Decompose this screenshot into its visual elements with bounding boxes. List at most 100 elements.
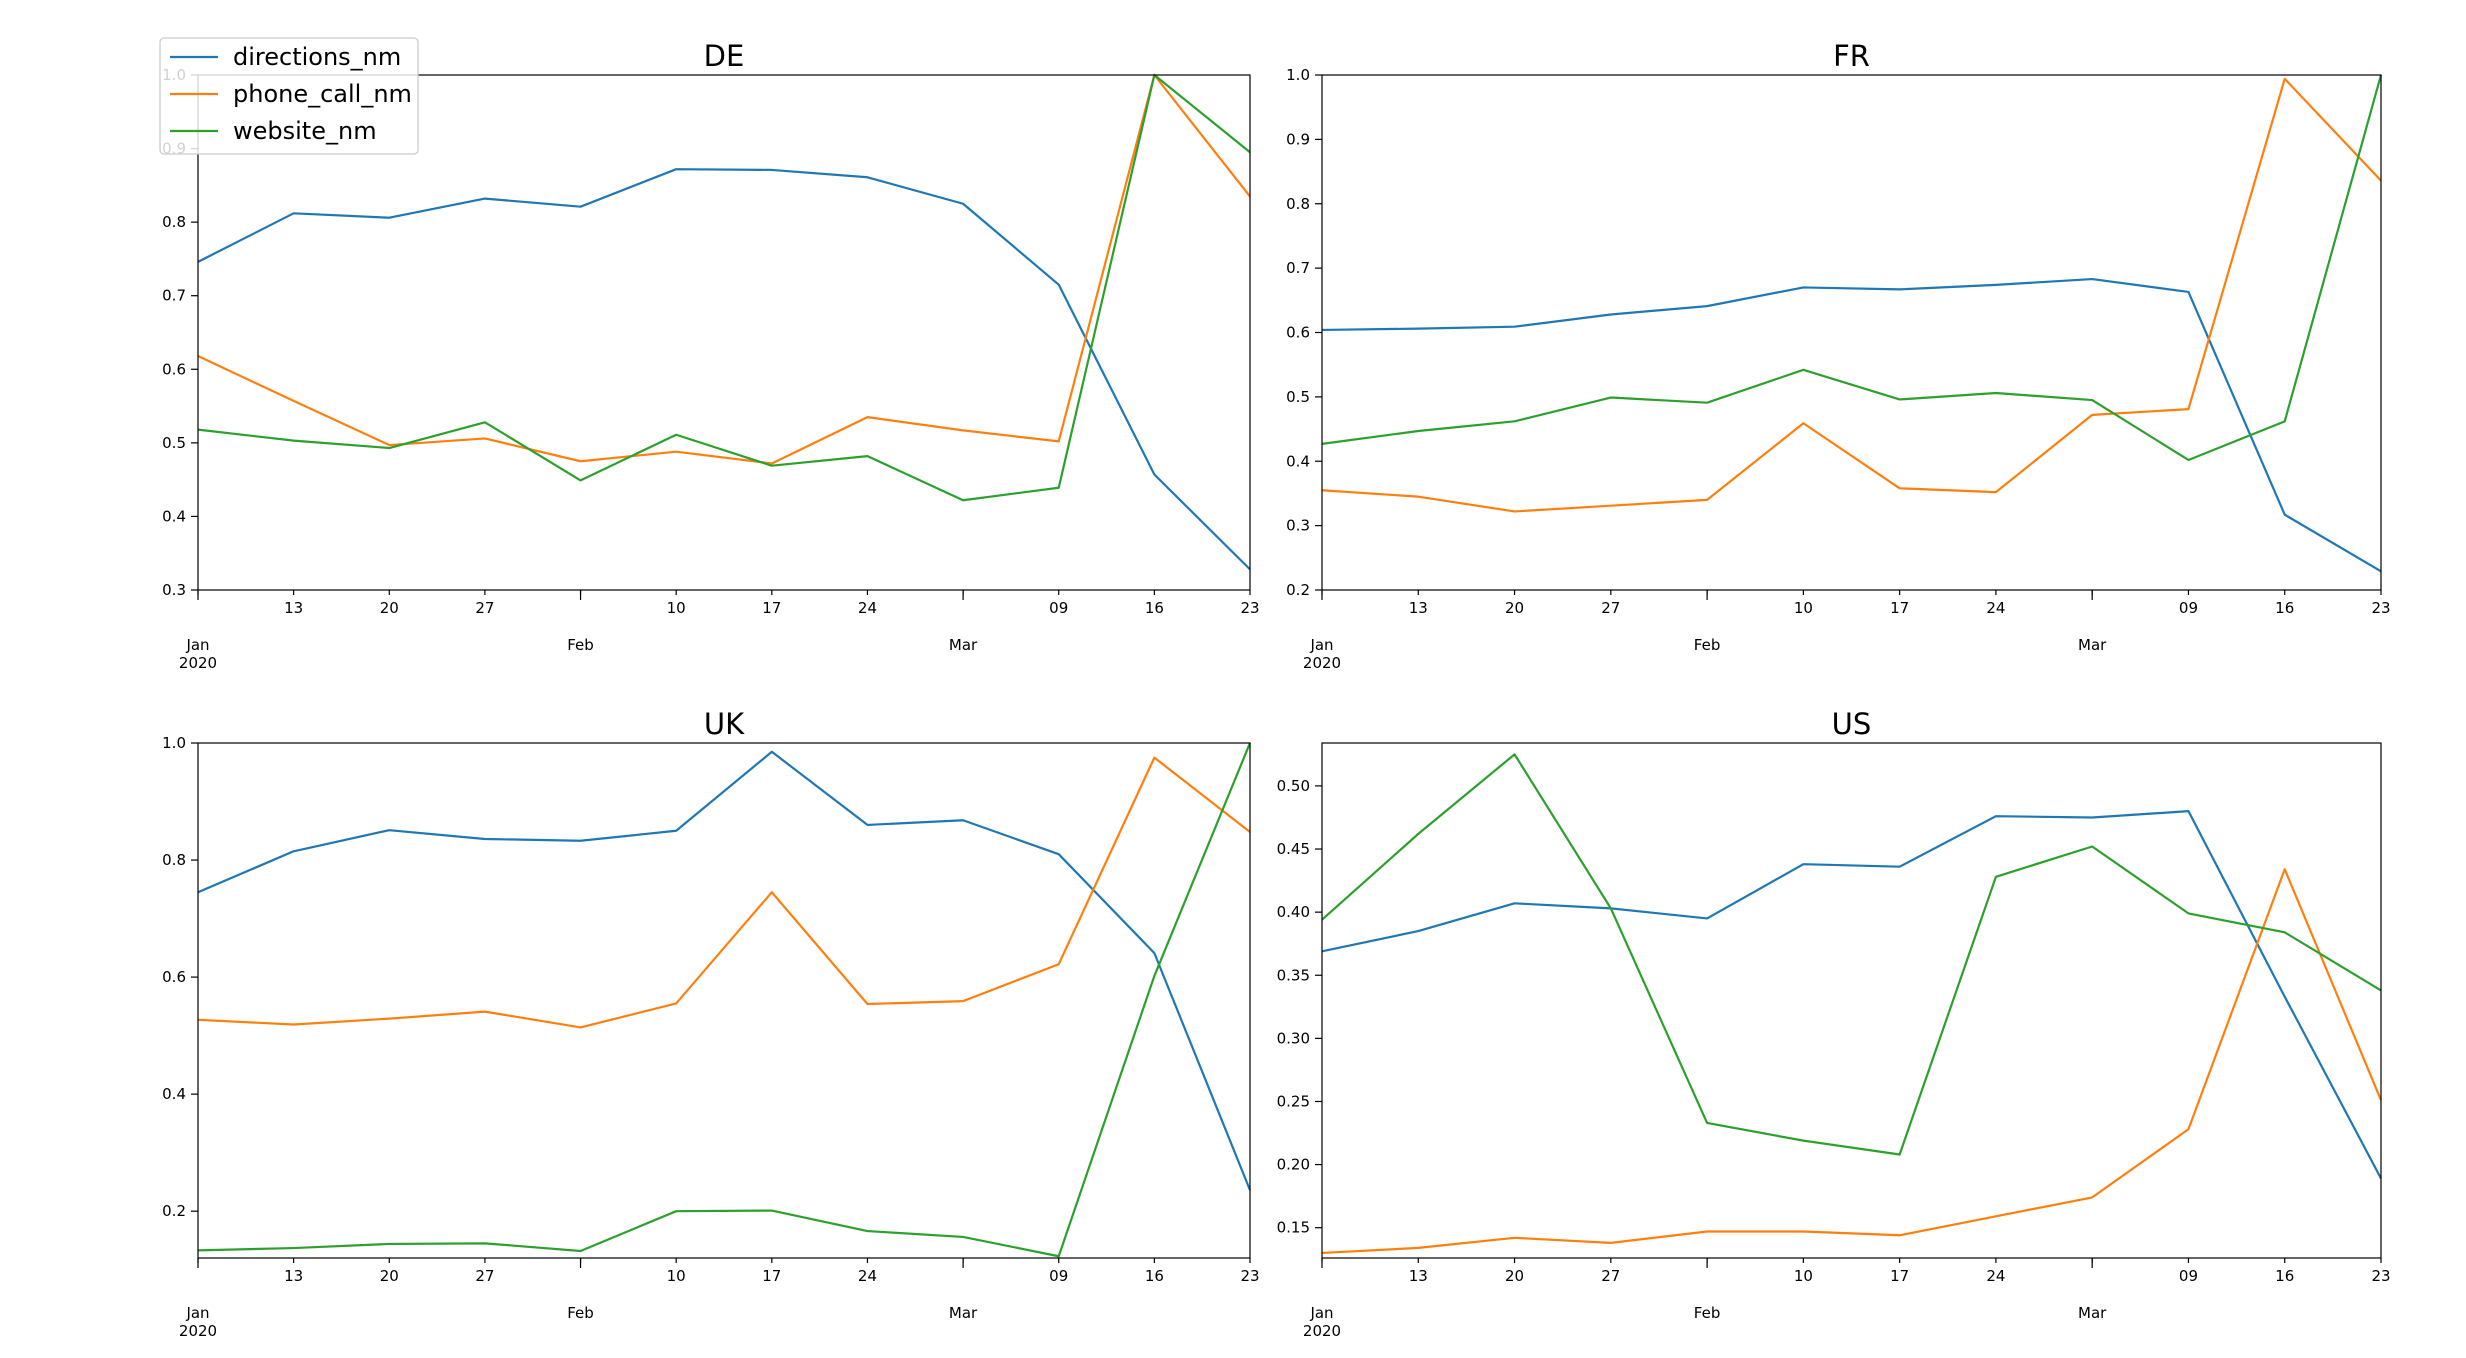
chart-us-ytick-label: 0.40 bbox=[1277, 903, 1310, 921]
chart-de-xtick-label: 23 bbox=[1240, 599, 1259, 617]
chart-de-xtick-label: 13 bbox=[284, 599, 303, 617]
chart-de-xtick-major-label: Feb bbox=[567, 636, 594, 654]
chart-uk-xtick-major-label: Mar bbox=[949, 1304, 978, 1322]
chart-us-xtick-year-label: 2020 bbox=[1303, 1322, 1341, 1340]
chart-fr-xtick-label: 09 bbox=[2179, 599, 2198, 617]
chart-uk-xtick-label: 20 bbox=[380, 1267, 399, 1285]
chart-de-ytick-label: 0.6 bbox=[162, 360, 186, 378]
chart-de-ytick-label: 0.4 bbox=[162, 507, 186, 525]
chart-us-xtick-label: 20 bbox=[1505, 1267, 1524, 1285]
chart-fr-xtick-year-label: 2020 bbox=[1303, 654, 1341, 672]
chart-de-xtick-label: 17 bbox=[762, 599, 781, 617]
chart-de-ytick-label: 0.8 bbox=[162, 213, 186, 231]
chart-us-ytick-label: 0.30 bbox=[1277, 1029, 1310, 1047]
chart-uk-ytick-label: 1.0 bbox=[162, 734, 186, 752]
chart-de-xtick-year-label: 2020 bbox=[179, 654, 217, 672]
chart-us-xtick-label: 23 bbox=[2371, 1267, 2390, 1285]
chart-fr-xtick-major-label: Jan bbox=[1309, 636, 1333, 654]
chart-us-ytick-label: 0.45 bbox=[1277, 840, 1310, 858]
chart-de-ytick-label: 0.5 bbox=[162, 434, 186, 452]
chart-de-title: DE bbox=[704, 39, 745, 73]
chart-fr-ytick-label: 0.7 bbox=[1286, 259, 1310, 277]
chart-fr-ytick-label: 0.2 bbox=[1286, 581, 1310, 599]
chart-fr-xtick-label: 10 bbox=[1794, 599, 1813, 617]
chart-fr-xtick-label: 23 bbox=[2371, 599, 2390, 617]
chart-fr-xtick-major-label: Mar bbox=[2078, 636, 2107, 654]
chart-de-xtick-major-label: Mar bbox=[949, 636, 978, 654]
chart-uk-xtick-label: 17 bbox=[762, 1267, 781, 1285]
chart-fr-xtick-label: 27 bbox=[1601, 599, 1620, 617]
chart-us-ytick-label: 0.20 bbox=[1277, 1156, 1310, 1174]
chart-fr-ytick-label: 0.3 bbox=[1286, 517, 1310, 535]
chart-us-xtick-label: 16 bbox=[2275, 1267, 2294, 1285]
chart-uk-xtick-label: 16 bbox=[1145, 1267, 1164, 1285]
chart-fr-ytick-label: 0.8 bbox=[1286, 195, 1310, 213]
chart-fr: FR 0.2 0.3 0.4 0.5 0.6 0.7 0.8 0.9 1.0 13 20 27 10 17 2… bbox=[1286, 39, 2390, 672]
chart-de-xtick-label: 20 bbox=[380, 599, 399, 617]
chart-fr-ytick-label: 0.5 bbox=[1286, 388, 1310, 406]
chart-fr-ytick-label: 0.6 bbox=[1286, 324, 1310, 342]
chart-uk-xtick-label: 10 bbox=[667, 1267, 686, 1285]
chart-fr-series-directions-nm bbox=[1321, 277, 2382, 573]
chart-us: US 0.15 0.20 0.25 0.30 0.35 0.40 0.45 0.50 13 20 27… bbox=[1277, 707, 2391, 1340]
chart-uk-xtick-major-label: Jan bbox=[185, 1304, 209, 1322]
chart-us-ytick-label: 0.25 bbox=[1277, 1092, 1310, 1110]
chart-uk-ytick-label: 0.2 bbox=[162, 1202, 186, 1220]
chart-de-ytick-label: 0.7 bbox=[162, 287, 186, 305]
chart-de-xtick-label: 09 bbox=[1049, 599, 1068, 617]
chart-uk-ytick-label: 0.4 bbox=[162, 1085, 186, 1103]
chart-fr-xtick-label: 24 bbox=[1986, 599, 2005, 617]
chart-us-plot-frame bbox=[1321, 742, 2382, 1259]
chart-us-series-phone-call-nm bbox=[1321, 868, 2383, 1255]
chart-fr-xtick-major-label: Feb bbox=[1694, 636, 1721, 654]
chart-uk-xtick-major-label: Feb bbox=[567, 1304, 594, 1322]
chart-de-series-phone-call-nm bbox=[197, 73, 1251, 465]
chart-fr-ytick-label: 1.0 bbox=[1286, 66, 1310, 84]
chart-uk-xtick-label: 13 bbox=[284, 1267, 303, 1285]
chart-uk-ytick-label: 0.8 bbox=[162, 851, 186, 869]
chart-uk-xtick-label: 23 bbox=[1240, 1267, 1259, 1285]
chart-uk-xtick-year-label: 2020 bbox=[179, 1322, 217, 1340]
chart-uk-series-phone-call-nm bbox=[197, 756, 1251, 1029]
chart-us-ytick-label: 0.15 bbox=[1277, 1219, 1310, 1237]
chart-us-series-directions-nm bbox=[1321, 810, 2382, 1179]
chart-de-xtick-major-label: Jan bbox=[185, 636, 209, 654]
chart-fr-xtick-label: 17 bbox=[1890, 599, 1909, 617]
chart-de-series-directions-nm bbox=[197, 168, 1251, 571]
chart-us-series-website-nm bbox=[1321, 753, 2382, 1156]
chart-uk-xtick-label: 24 bbox=[858, 1267, 877, 1285]
chart-us-xtick-label: 17 bbox=[1890, 1267, 1909, 1285]
legend-label-phone-call-nm: phone_call_nm bbox=[233, 80, 412, 108]
chart-fr-title: FR bbox=[1833, 39, 1870, 73]
chart-de-xtick-label: 16 bbox=[1145, 599, 1164, 617]
chart-fr-xtick-label: 20 bbox=[1505, 599, 1524, 617]
chart-de-plot-frame bbox=[197, 74, 1251, 591]
chart-us-xtick-label: 13 bbox=[1409, 1267, 1428, 1285]
chart-us-xtick-label: 27 bbox=[1601, 1267, 1620, 1285]
chart-de-xtick-label: 10 bbox=[667, 599, 686, 617]
chart-fr-series-phone-call-nm bbox=[1321, 77, 2382, 513]
chart-us-ytick-label: 0.35 bbox=[1277, 966, 1310, 984]
chart-de-series-website-nm bbox=[197, 73, 1251, 502]
chart-de-xtick-label: 24 bbox=[858, 599, 877, 617]
chart-us-xtick-label: 24 bbox=[1986, 1267, 2005, 1285]
chart-uk-title: UK bbox=[704, 707, 745, 741]
legend-label-directions-nm: directions_nm bbox=[233, 43, 401, 71]
chart-us-title: US bbox=[1832, 707, 1872, 741]
chart-us-xtick-major-label: Jan bbox=[1309, 1304, 1333, 1322]
chart-fr-series-website-nm bbox=[1321, 74, 2383, 462]
chart-uk-plot-frame bbox=[197, 742, 1251, 1259]
chart-uk-xtick-label: 09 bbox=[1049, 1267, 1068, 1285]
legend-label-website-nm: website_nm bbox=[233, 117, 377, 145]
chart-uk: UK 0.2 0.4 0.6 0.8 1.0 13 20 27 10 17 24 09 16 23 Jan20… bbox=[162, 707, 1259, 1340]
chart-us-xtick-major-label: Mar bbox=[2078, 1304, 2107, 1322]
chart-de-xtick-label: 27 bbox=[475, 599, 494, 617]
chart-fr-plot-frame bbox=[1321, 74, 2382, 591]
chart-uk-xtick-label: 27 bbox=[475, 1267, 494, 1285]
chart-us-xtick-label: 10 bbox=[1794, 1267, 1813, 1285]
chart-fr-ytick-label: 0.4 bbox=[1286, 452, 1310, 470]
chart-us-xtick-major-label: Feb bbox=[1694, 1304, 1721, 1322]
legend-box bbox=[159, 37, 419, 155]
chart-uk-series-website-nm bbox=[197, 742, 1252, 1258]
